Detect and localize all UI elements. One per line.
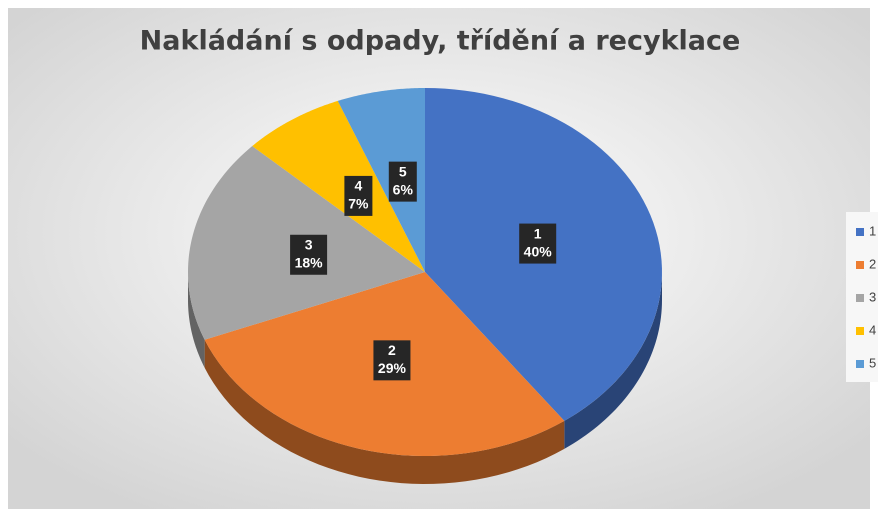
legend-label: 5 bbox=[869, 355, 876, 370]
data-label-box bbox=[373, 340, 411, 381]
data-label-value: 40% bbox=[524, 243, 553, 259]
legend-label: 1 bbox=[869, 223, 876, 238]
data-label-box bbox=[519, 223, 557, 264]
data-label-box bbox=[388, 161, 417, 202]
data-label-category: 1 bbox=[534, 225, 542, 241]
legend-swatch bbox=[856, 327, 864, 335]
legend-swatch bbox=[856, 294, 864, 302]
data-label-box bbox=[344, 175, 373, 216]
pie-slice-side bbox=[204, 339, 565, 484]
pie-slice bbox=[252, 100, 425, 272]
pie-slice-side bbox=[564, 272, 662, 449]
pie-slice-side bbox=[188, 272, 205, 368]
chart-title: Nakládání s odpady, třídění a recyklace bbox=[140, 26, 741, 57]
data-label-value: 6% bbox=[393, 181, 414, 197]
pie-slice bbox=[337, 88, 425, 272]
data-label-value: 7% bbox=[348, 196, 369, 212]
data-label-value: 29% bbox=[378, 360, 407, 376]
legend-swatch bbox=[856, 360, 864, 368]
data-label-category: 2 bbox=[388, 342, 396, 358]
legend-label: 3 bbox=[869, 289, 876, 304]
data-label-category: 5 bbox=[399, 163, 407, 179]
legend-swatch bbox=[856, 261, 864, 269]
data-label-box bbox=[290, 234, 328, 275]
data-label-category: 3 bbox=[305, 236, 313, 252]
data-label-value: 18% bbox=[295, 254, 324, 270]
data-label-category: 4 bbox=[354, 178, 362, 194]
legend-label: 2 bbox=[869, 256, 876, 271]
legend-label: 4 bbox=[869, 322, 876, 337]
legend-swatch bbox=[856, 228, 864, 236]
